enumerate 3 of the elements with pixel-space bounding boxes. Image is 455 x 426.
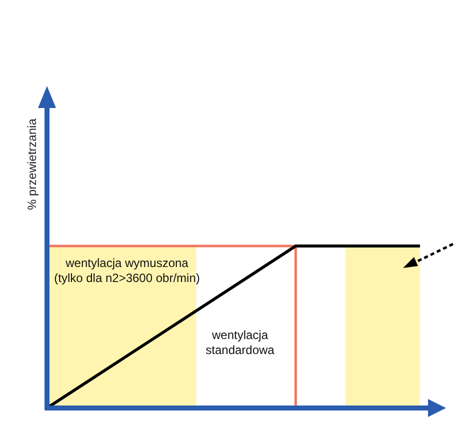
annotation: wentylacja standardowa [204, 328, 276, 358]
y-axis-title: % przewietrzania [25, 118, 39, 210]
annotation: wentylacja wymuszona (tylko dla n2>3600 obr/min) [53, 256, 201, 286]
